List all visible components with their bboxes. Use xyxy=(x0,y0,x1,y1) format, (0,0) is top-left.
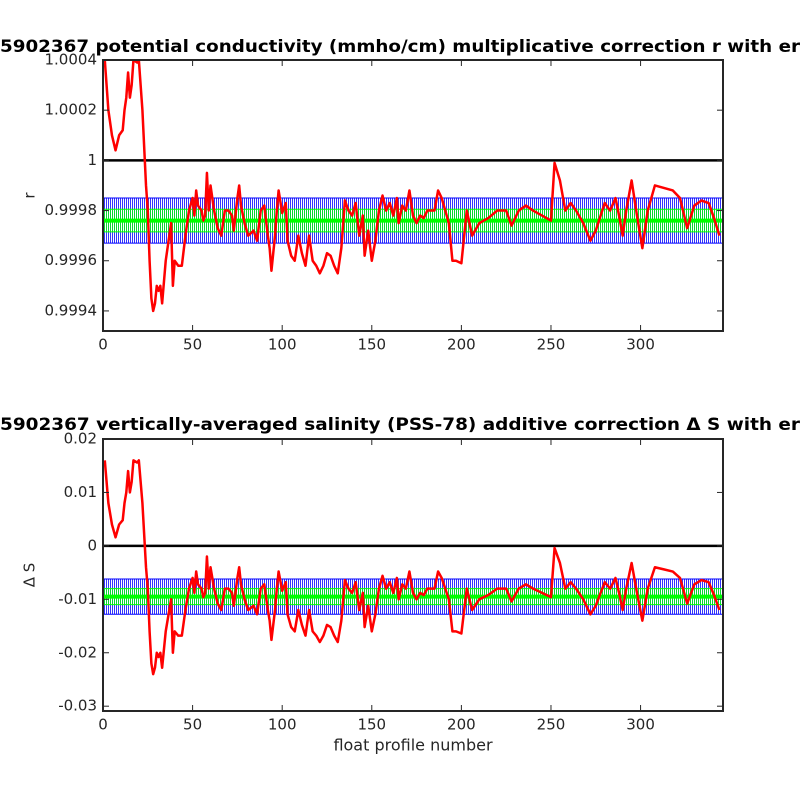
data-line xyxy=(103,459,721,676)
x-axis-label: float profile number xyxy=(333,736,493,755)
x-tick-label: 250 xyxy=(537,336,566,354)
x-tick-label: 100 xyxy=(268,716,297,734)
x-tick-label: 50 xyxy=(183,336,202,354)
y-tick-label: 0.9994 xyxy=(45,301,98,319)
data-line xyxy=(103,60,721,313)
x-tick-label: 250 xyxy=(537,716,566,734)
x-tick-label: 200 xyxy=(447,716,476,734)
y-axis-label: Δ S xyxy=(21,563,39,588)
y-tick-label: 1.0002 xyxy=(45,101,98,119)
axes-box xyxy=(102,59,724,332)
y-tick-label: 0.9998 xyxy=(45,201,98,219)
y-tick-label: 0 xyxy=(87,536,97,554)
plot-area xyxy=(103,459,723,676)
y-tick-label: 1 xyxy=(87,151,97,169)
x-tick-label: 100 xyxy=(268,336,297,354)
x-tick-label: 200 xyxy=(447,336,476,354)
x-tick-label: 300 xyxy=(626,336,655,354)
y-axis-label: r xyxy=(21,192,39,199)
y-tick-label: -0.01 xyxy=(58,590,97,608)
x-tick-label: 150 xyxy=(357,336,386,354)
y-tick-label: 0.01 xyxy=(64,483,97,501)
x-tick-label: 0 xyxy=(98,716,108,734)
chart-title: 5902367 potential conductivity (mmho/cm)… xyxy=(0,37,800,57)
y-tick-label: 0.9996 xyxy=(45,251,98,269)
x-tick-label: 300 xyxy=(626,716,655,734)
y-tick-label: -0.02 xyxy=(58,643,97,661)
y-tick-label: -0.03 xyxy=(58,697,97,715)
y-tick-label: 0.02 xyxy=(64,430,97,448)
y-tick-label: 1.0004 xyxy=(45,51,98,69)
chart-title: 5902367 vertically-averaged salinity (PS… xyxy=(0,415,800,435)
plot-area xyxy=(103,60,723,313)
x-tick-label: 0 xyxy=(98,336,108,354)
x-tick-label: 150 xyxy=(357,716,386,734)
axes-box xyxy=(102,438,724,712)
x-tick-label: 50 xyxy=(183,716,202,734)
